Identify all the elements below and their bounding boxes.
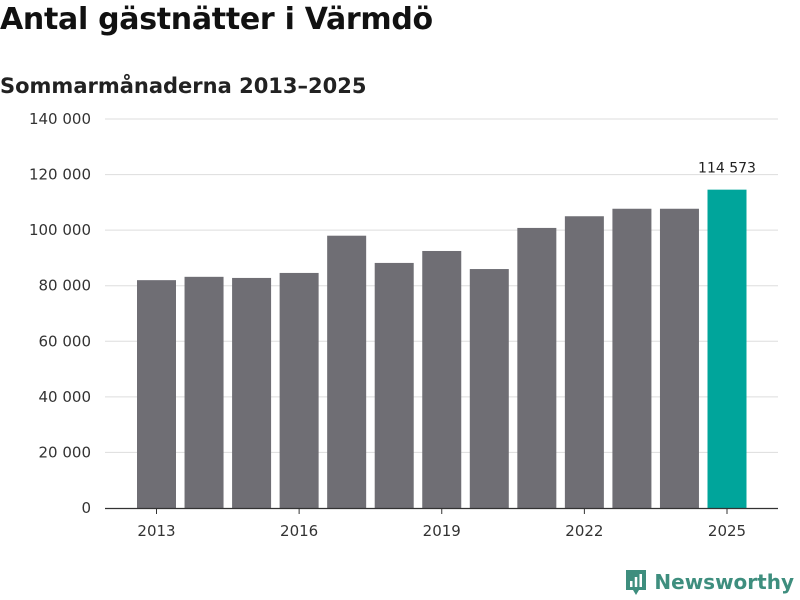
- bar-2018: [374, 262, 414, 508]
- bar-2020: [469, 269, 509, 508]
- bar-2025: [707, 189, 747, 508]
- bar-2022: [564, 216, 604, 508]
- y-tick-label: 60 000: [39, 332, 92, 350]
- y-tick-label: 100 000: [29, 221, 91, 239]
- bar-2013: [137, 280, 176, 508]
- x-tick-label: 2022: [565, 522, 603, 540]
- bar-2019: [422, 250, 462, 508]
- y-tick-label: 120 000: [29, 166, 91, 184]
- bar-2016: [279, 272, 319, 508]
- data-label: 114 573: [698, 161, 756, 177]
- x-axis-ticks: 2013 2016 2019 2022 2025: [137, 508, 746, 540]
- y-tick-label: 40 000: [39, 388, 92, 406]
- y-axis-ticks: 0 20 000 40 000 60 000 80 000 100 000 120 000 1…: [29, 110, 91, 517]
- y-tick-label: 0: [81, 499, 91, 517]
- y-tick-label: 20 000: [39, 443, 92, 461]
- bars: [137, 189, 747, 509]
- bar-2023: [612, 208, 652, 508]
- x-tick-label: 2016: [280, 522, 318, 540]
- x-tick-label: 2019: [423, 522, 461, 540]
- chart-subtitle: Sommarmånaderna 2013–2025: [0, 74, 367, 98]
- brand-name: Newsworthy: [654, 570, 794, 594]
- bar-2015: [232, 277, 272, 508]
- y-tick-label: 140 000: [29, 110, 91, 128]
- x-tick-label: 2013: [137, 522, 175, 540]
- y-tick-label: 80 000: [39, 277, 92, 295]
- bar-2024: [659, 208, 699, 508]
- chart-title: Antal gästnätter i Värmdö: [0, 2, 433, 37]
- newsworthy-logo-icon: [626, 570, 647, 595]
- data-labels: 114 573: [698, 161, 756, 177]
- bar-2017: [327, 235, 367, 508]
- bar-2014: [184, 276, 224, 508]
- brand: Newsworthy: [624, 568, 794, 596]
- x-tick-label: 2025: [708, 522, 746, 540]
- bar-2021: [517, 227, 557, 509]
